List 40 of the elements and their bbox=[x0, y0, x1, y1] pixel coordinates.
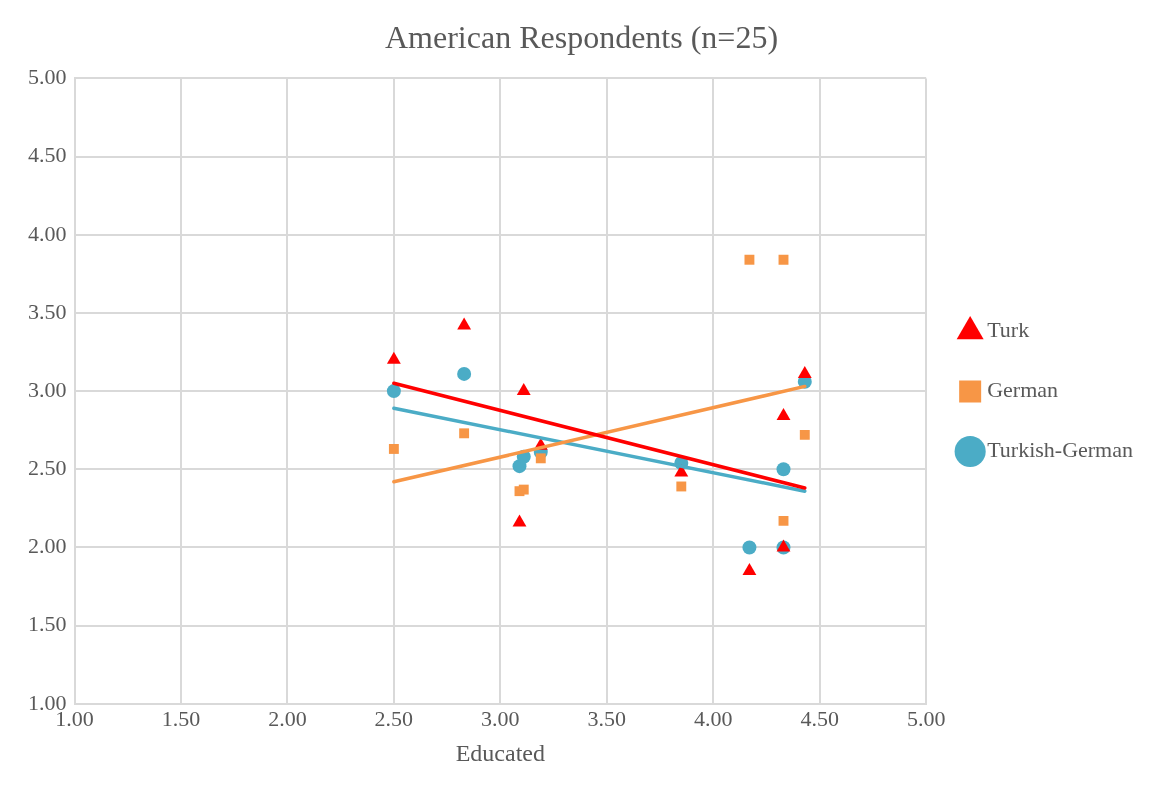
point bbox=[744, 254, 755, 265]
point bbox=[459, 428, 470, 439]
y-tick-label: 5.00 bbox=[28, 64, 67, 90]
point bbox=[457, 317, 472, 330]
point bbox=[778, 254, 789, 265]
point bbox=[386, 384, 401, 399]
y-tick-label: 3.50 bbox=[28, 298, 67, 324]
legend-label: German bbox=[987, 377, 1059, 403]
chart-title: American Respondents (n=25) bbox=[384, 18, 779, 55]
x-tick-label: 5.00 bbox=[906, 705, 946, 731]
y-tick-label: 4.00 bbox=[28, 220, 67, 246]
point bbox=[799, 429, 810, 440]
x-tick-label: 2.00 bbox=[268, 705, 307, 731]
legend-label: Turkish-German bbox=[987, 437, 1134, 463]
point bbox=[516, 383, 531, 396]
y-tick-label: 2.00 bbox=[28, 533, 67, 559]
x-tick-label: 1.50 bbox=[161, 705, 201, 731]
y-tick-label: 4.50 bbox=[28, 142, 67, 168]
x-tick-label: 2.50 bbox=[374, 705, 414, 731]
point bbox=[386, 351, 401, 364]
x-tick-label: 3.50 bbox=[587, 705, 627, 731]
legend-label: Turk bbox=[987, 317, 1030, 343]
point bbox=[457, 366, 472, 381]
y-tick-label: 1.50 bbox=[28, 611, 67, 637]
point bbox=[742, 540, 757, 555]
x-tick-label: 4.50 bbox=[800, 705, 839, 731]
point bbox=[778, 515, 789, 526]
x-tick-label: 3.00 bbox=[481, 705, 520, 731]
x-tick-label: 4.00 bbox=[693, 705, 733, 731]
y-tick-label: 2.50 bbox=[28, 455, 67, 481]
x-axis-title: Educated bbox=[455, 739, 545, 766]
y-tick-label: 3.00 bbox=[28, 376, 67, 402]
point bbox=[388, 444, 399, 454]
point bbox=[512, 514, 527, 527]
point bbox=[776, 462, 791, 477]
point bbox=[676, 481, 687, 492]
point bbox=[776, 408, 791, 421]
point bbox=[518, 484, 529, 495]
point bbox=[535, 453, 546, 464]
point bbox=[797, 365, 812, 378]
